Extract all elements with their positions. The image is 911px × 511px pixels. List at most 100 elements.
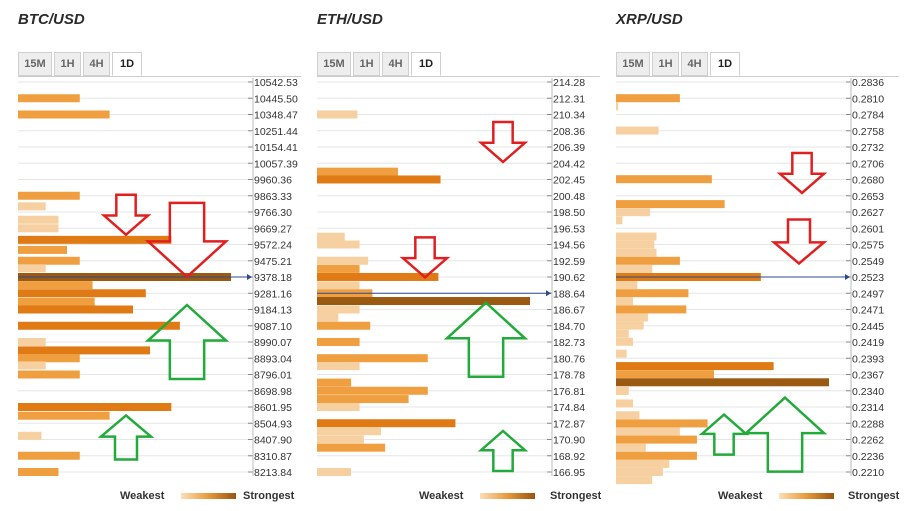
confluence-bar	[317, 362, 360, 371]
arrow-down-icon	[770, 218, 828, 266]
confluence-bar	[317, 232, 345, 241]
confluence-bar	[616, 387, 629, 396]
current-price-marker	[546, 290, 551, 297]
price-level-label: 210.34	[553, 110, 585, 122]
confluence-bar	[616, 329, 629, 338]
eth-panel: ETH/USD 15M 1H 4H 1D 214.28 212.31 210.34 2…	[315, 0, 615, 511]
price-level-label: 180.76	[553, 353, 585, 365]
arrow-up-icon	[443, 301, 529, 378]
confluence-bar	[616, 200, 725, 209]
arrow-down-icon	[144, 201, 230, 279]
tab-15m[interactable]: 15M	[317, 52, 351, 76]
price-level-label: 0.2680	[852, 175, 884, 187]
price-level-label: 0.2445	[852, 321, 884, 333]
confluence-bar	[18, 297, 95, 306]
tab-4h[interactable]: 4H	[83, 52, 110, 76]
confluence-bar	[616, 175, 712, 184]
confluence-bar	[18, 361, 46, 370]
tab-4h[interactable]: 4H	[681, 52, 708, 76]
confluence-bar	[616, 378, 829, 387]
confluence-bar	[616, 362, 774, 371]
xrp-panel: XRP/USD 15M 1H 4H 1D 0.2836 0.2810 0.2784 0…	[614, 0, 911, 511]
tab-1d[interactable]: 1D	[710, 52, 740, 76]
price-level-label: 0.2262	[852, 435, 884, 447]
legend-weakest: Weakest	[120, 490, 165, 502]
confluence-bar	[18, 354, 80, 363]
confluence-bar	[616, 256, 680, 265]
confluence-bar	[317, 281, 360, 290]
price-level-label: 0.2575	[852, 240, 884, 252]
confluence-bar	[317, 240, 360, 249]
legend-gradient	[779, 493, 834, 499]
confluence-bar	[616, 102, 619, 111]
confluence-bar	[18, 321, 180, 330]
arrow-down-icon	[399, 236, 451, 280]
arrow-up-icon	[97, 413, 155, 461]
price-level-label: 8698.98	[254, 386, 292, 398]
price-level-label: 0.2523	[852, 272, 884, 284]
price-level-label: 178.78	[553, 370, 585, 382]
confluence-bar	[317, 321, 371, 330]
price-level-label: 0.2236	[852, 451, 884, 463]
confluence-bar	[616, 240, 655, 249]
confluence-bar	[616, 297, 634, 306]
price-level-label: 9669.27	[254, 223, 292, 235]
confluence-chart: 10542.53 10445.50 10348.47 10251.44 10154.41…	[18, 77, 298, 479]
price-level-label: 0.2836	[852, 77, 884, 89]
price-level-label: 0.2653	[852, 191, 884, 203]
confluence-bar	[616, 94, 680, 103]
price-level-label: 174.84	[553, 402, 585, 414]
confluence-bar	[616, 337, 634, 346]
price-level-label: 0.2627	[852, 207, 884, 219]
panel-title: BTC/USD	[18, 11, 85, 28]
confluence-bar	[18, 94, 80, 103]
price-level-label: 0.2601	[852, 223, 884, 235]
tab-15m[interactable]: 15M	[616, 52, 650, 76]
price-level-label: 0.2288	[852, 418, 884, 430]
confluence-bar	[18, 202, 46, 211]
confluence-bar	[616, 451, 697, 460]
price-level-label: 8893.04	[254, 353, 292, 365]
confluence-chart: 214.28 212.31 210.34 208.36 206.39 204.42 202.…	[317, 77, 585, 479]
price-level-label: 176.81	[553, 386, 585, 398]
price-level-label: 196.53	[553, 223, 585, 235]
confluence-bar	[317, 386, 428, 395]
price-level-label: 188.64	[553, 288, 585, 300]
price-level-label: 0.2340	[852, 386, 884, 398]
confluence-bar	[616, 349, 627, 358]
price-level-label: 194.56	[553, 240, 585, 252]
current-price-marker	[845, 274, 850, 280]
tab-1d[interactable]: 1D	[411, 52, 441, 76]
price-level-label: 184.70	[553, 321, 585, 333]
confluence-bar	[616, 459, 670, 468]
confluence-bar	[616, 468, 663, 476]
confluence-bar	[317, 378, 352, 387]
tab-1h[interactable]: 1H	[54, 52, 81, 76]
tab-1h[interactable]: 1H	[353, 52, 380, 76]
tab-1d[interactable]: 1D	[112, 52, 142, 76]
confluence-bar	[616, 232, 657, 241]
confluence-bar	[317, 313, 339, 322]
current-price-marker	[247, 274, 252, 281]
confluence-bar	[18, 191, 80, 200]
price-level-label: 170.90	[553, 435, 585, 447]
price-level-label: 0.2810	[852, 93, 884, 105]
tab-15m[interactable]: 15M	[18, 52, 52, 76]
confluence-bar	[18, 451, 80, 460]
confluence-bar	[616, 126, 659, 135]
confluence-bar	[616, 443, 646, 452]
price-level-label: 186.67	[553, 305, 585, 317]
timeframe-tabs: 15M 1H 4H 1D	[18, 52, 144, 76]
confluence-bar	[317, 395, 409, 404]
confluence-bar	[18, 346, 151, 355]
legend-weakest: Weakest	[718, 490, 763, 502]
price-level-label: 0.2732	[852, 142, 884, 154]
price-level-label: 8601.95	[254, 402, 292, 414]
price-level-label: 0.2210	[852, 467, 884, 479]
price-level-label: 202.45	[553, 175, 585, 187]
tab-1h[interactable]: 1H	[652, 52, 679, 76]
tab-4h[interactable]: 4H	[382, 52, 409, 76]
price-level-label: 172.87	[553, 418, 585, 430]
confluence-bar	[616, 248, 657, 257]
price-level-label: 10057.39	[254, 158, 298, 170]
